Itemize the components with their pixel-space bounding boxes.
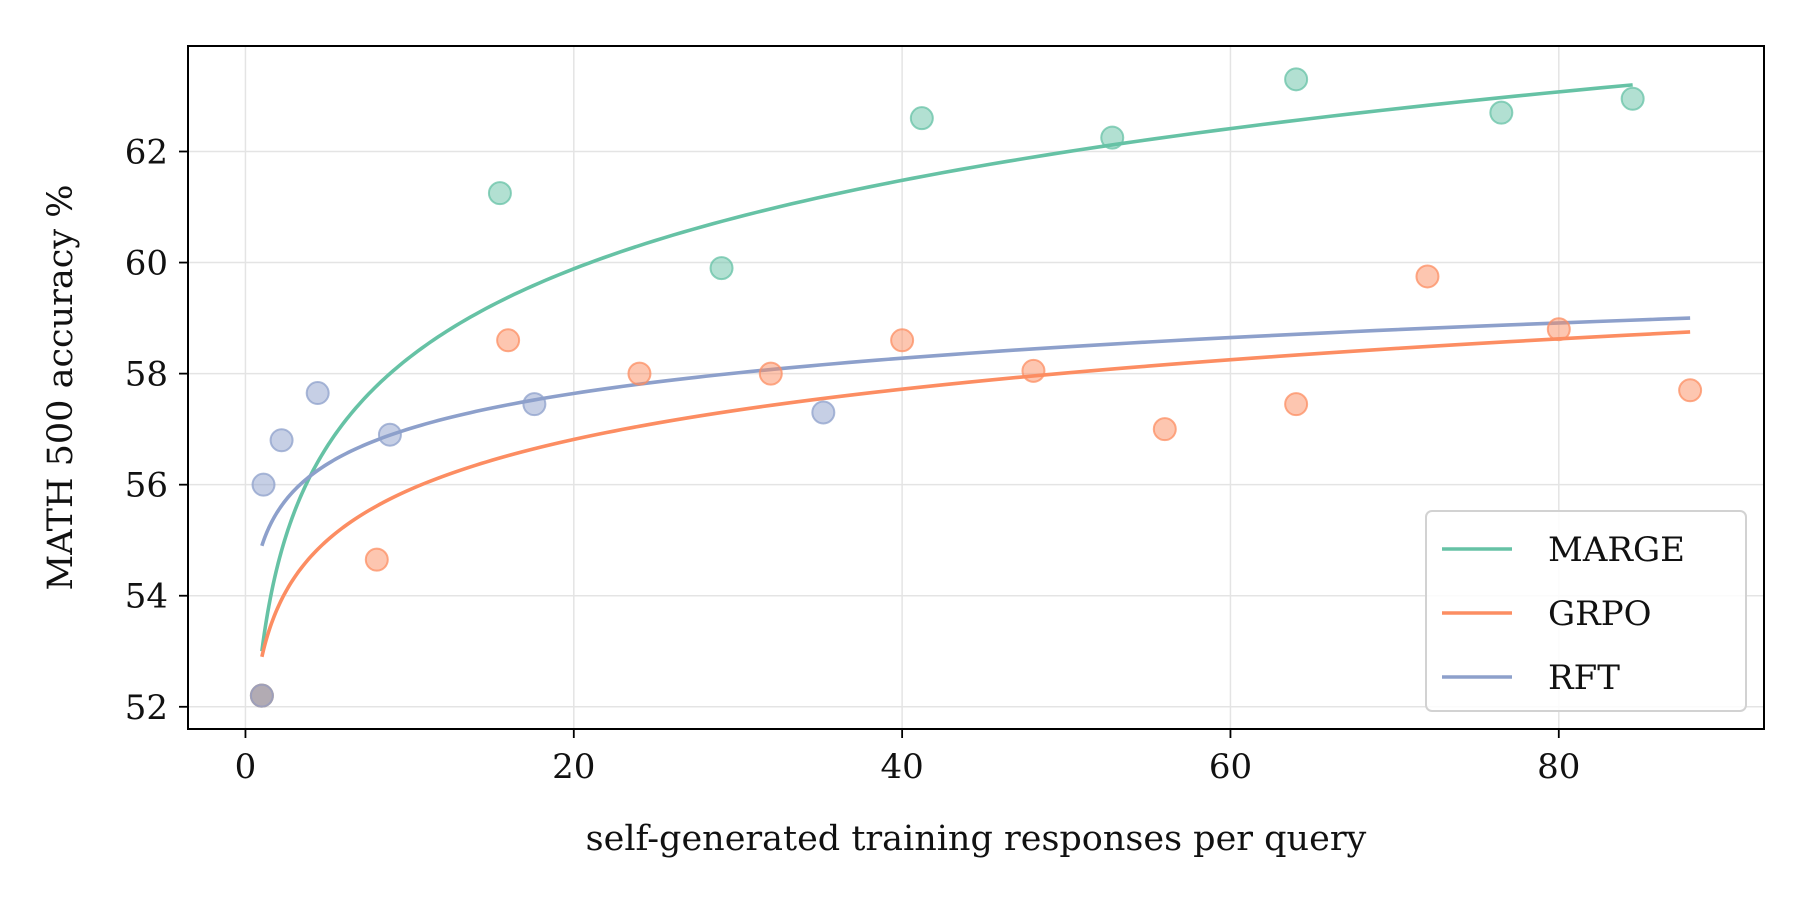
legend-label-rft: RFT: [1548, 658, 1620, 698]
x-tick-label: 40: [880, 747, 923, 787]
data-point-grpo: [1152, 417, 1177, 442]
data-point-grpo: [1415, 264, 1440, 289]
data-point-grpo: [627, 361, 652, 386]
x-axis-label: self-generated training responses per qu…: [586, 819, 1367, 859]
fit-line-grpo: [260, 330, 1691, 658]
y-tick-label: 52: [125, 688, 168, 728]
y-tick-label: 56: [125, 466, 168, 506]
data-point-grpo: [890, 328, 915, 353]
x-tick-label: 0: [235, 747, 257, 787]
data-point-grpo: [1546, 317, 1571, 342]
legend-label-grpo: GRPO: [1548, 594, 1652, 634]
data-point-marge: [1100, 125, 1125, 150]
data-point-marge: [1284, 67, 1309, 92]
y-tick-label: 58: [125, 355, 168, 395]
data-points: [249, 67, 1703, 708]
data-point-marge: [909, 106, 934, 131]
y-axis-label: MATH 500 accuracy %: [41, 184, 81, 590]
y-tick-label: 60: [125, 244, 168, 284]
data-point-marge: [1489, 100, 1514, 125]
data-point-rft: [251, 472, 276, 497]
data-point-rft: [305, 381, 330, 406]
x-tick-label: 20: [552, 747, 595, 787]
plot-area-frame: [187, 45, 1765, 730]
legend-label-marge: MARGE: [1548, 530, 1685, 570]
y-tick-label: 54: [125, 577, 168, 617]
data-point-grpo: [1021, 358, 1046, 383]
x-tick-label: 80: [1537, 747, 1580, 787]
y-tick-label: 62: [125, 133, 168, 173]
fit-line-marge: [260, 83, 1633, 652]
data-point-grpo: [496, 328, 521, 353]
legend-box: [1425, 510, 1747, 712]
data-point-rft: [269, 428, 294, 453]
data-point-rft: [249, 683, 274, 708]
data-point-rft: [811, 400, 836, 425]
data-point-marge: [487, 181, 512, 206]
data-point-grpo: [1678, 378, 1703, 403]
data-point-rft: [377, 422, 402, 447]
axis-ticks: 0 20 40 60 80 52 54 56 58 60 62: [125, 133, 1581, 787]
data-point-grpo: [1284, 392, 1309, 417]
legend: MARGE GRPO RFT: [1425, 510, 1747, 712]
data-point-rft: [522, 392, 547, 417]
data-point-marge: [1620, 86, 1645, 111]
data-point-grpo: [364, 547, 389, 572]
data-point-marge: [709, 256, 734, 281]
grid: [188, 46, 1764, 729]
data-point-grpo: [758, 361, 783, 386]
x-tick-label: 60: [1209, 747, 1252, 787]
